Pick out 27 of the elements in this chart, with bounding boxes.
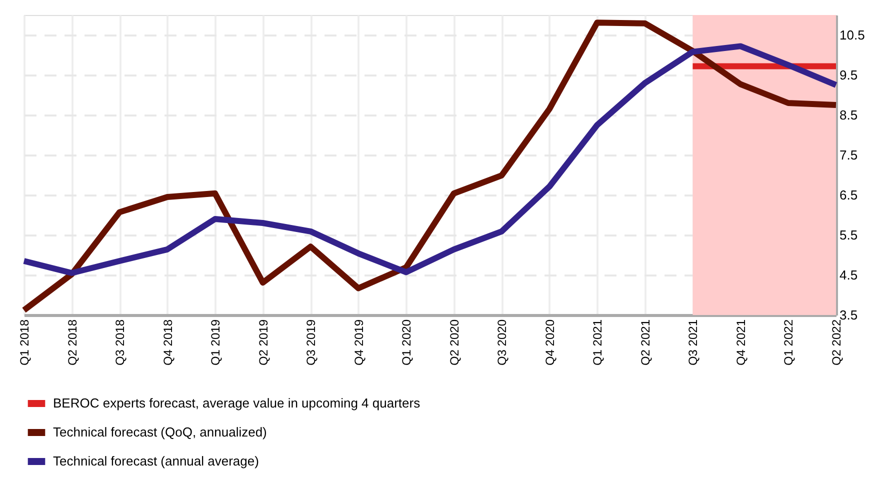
legend-label: BEROC experts forecast, average value in upcoming 4 quarters [53, 396, 421, 410]
legend-label: Technical forecast (QoQ, annualized) [53, 424, 267, 440]
y-tick-label: 10.5 [840, 28, 865, 42]
x-tick-label: Q4 2019 [352, 319, 366, 366]
y-tick-label: 4.5 [840, 268, 858, 282]
x-tick-label: Q4 2020 [542, 319, 557, 366]
legend-label: Technical forecast (annual average) [53, 454, 259, 468]
x-tick-label: Q4 2021 [734, 319, 748, 366]
x-tick-label: Q1 2021 [590, 319, 605, 366]
x-tick-label: Q3 2020 [495, 319, 510, 366]
y-tick-label: 8.5 [840, 108, 858, 122]
x-tick-label: Q3 2018 [113, 319, 128, 366]
x-tick-label: Q1 2018 [18, 319, 32, 366]
x-tick-label: Q2 2019 [256, 319, 270, 366]
x-tick-label: Q3 2019 [304, 319, 318, 366]
y-tick-label: 9.5 [840, 68, 858, 82]
x-tick-label: Q1 2020 [400, 319, 414, 366]
x-tick-label: Q1 2022 [782, 319, 796, 366]
y-tick-label: 5.5 [840, 228, 858, 242]
x-tick-label: Q3 2021 [686, 319, 700, 366]
x-tick-label: Q2 2021 [638, 319, 652, 366]
y-tick-label: 6.5 [840, 188, 858, 202]
x-tick-label: Q1 2019 [208, 319, 223, 366]
x-tick-label: Q2 2020 [447, 319, 462, 366]
x-tick-label: Q4 2018 [160, 319, 175, 366]
y-tick-label: 7.5 [840, 148, 858, 162]
x-tick-label: Q2 2018 [65, 319, 80, 366]
